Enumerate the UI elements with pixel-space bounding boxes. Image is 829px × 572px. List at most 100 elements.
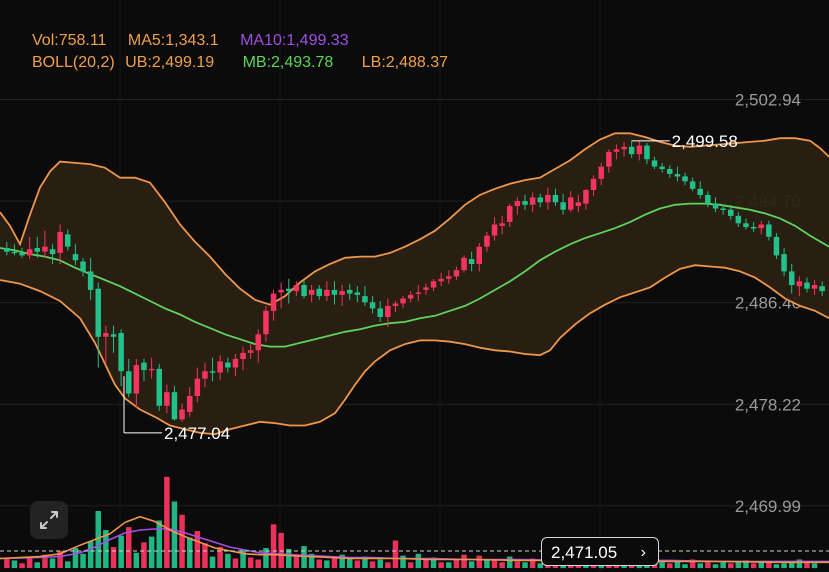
volume-bar (324, 560, 330, 568)
candle-body (278, 289, 284, 293)
volume-bar (19, 563, 25, 569)
volume-bar (491, 560, 498, 568)
volume-bar (461, 554, 467, 568)
candle-body (750, 227, 757, 229)
volume-bar (651, 564, 658, 568)
candle-body (65, 234, 71, 247)
candle-body (621, 146, 627, 150)
volume-bar (484, 559, 490, 568)
current-price-chip[interactable]: 2,471.05 › (541, 537, 659, 566)
candle-body (468, 259, 475, 264)
expand-button[interactable] (30, 501, 68, 539)
candle-body (217, 361, 223, 373)
candle-body (369, 302, 376, 309)
candle-body (240, 352, 246, 359)
candle-body (392, 303, 399, 306)
volume-bar (316, 559, 322, 568)
volume-bar (789, 562, 795, 568)
candle-body (705, 194, 711, 204)
volume-ma10-line (0, 528, 829, 563)
candle-body (400, 298, 406, 304)
candle-body (95, 288, 101, 337)
candle-body (583, 190, 589, 204)
volume-bar (476, 555, 482, 568)
volume-bar (705, 562, 711, 568)
candle-body (766, 224, 772, 237)
volume-bar (34, 562, 40, 568)
volume-bar (225, 553, 231, 569)
legend-row-1: Vol:758.11 MA5:1,343.1 MA10:1,499.33 (32, 31, 349, 51)
candle-body (110, 334, 117, 337)
current-price-label: 2,471.05 (551, 543, 618, 562)
candle-body (697, 188, 703, 195)
volume-bar (743, 560, 749, 568)
candle-body (484, 235, 490, 247)
candle-body (819, 286, 825, 292)
candle-body (57, 231, 63, 253)
volume-bar (171, 501, 178, 568)
volume-bar (781, 563, 787, 569)
candle-body (446, 276, 452, 279)
candle-body (87, 271, 94, 290)
volume-bar (26, 556, 33, 568)
candle-body (598, 166, 604, 179)
annotation-high-label: 2,499.58 (672, 132, 738, 151)
volume-bar (499, 562, 505, 568)
candle-body (537, 197, 543, 203)
volume-bar (87, 541, 94, 568)
candle-body (80, 261, 86, 272)
candle-body (194, 378, 201, 396)
candle-body (499, 223, 505, 226)
candle-body (293, 285, 300, 292)
volume-bar (735, 562, 742, 568)
candle-body (552, 194, 559, 203)
volume-bar (354, 560, 361, 568)
volume-bar (240, 550, 246, 568)
volume-bar (507, 556, 513, 568)
candle-body (377, 308, 383, 317)
volume-bar (407, 562, 414, 568)
volume-bar (103, 530, 109, 568)
candle-body (522, 201, 528, 205)
volume-bar (247, 557, 254, 568)
candle-body (133, 365, 140, 394)
volume-bar (141, 542, 147, 568)
volume-bar (667, 563, 673, 569)
volume-bar (537, 563, 543, 569)
candle-body (689, 181, 696, 189)
volume-bar (194, 531, 201, 568)
volume-bar (164, 476, 170, 568)
candle-body (316, 288, 322, 297)
volume-bar (49, 558, 56, 568)
candle-body (164, 392, 170, 406)
volume-bar (392, 540, 399, 568)
expand-arrows-icon (40, 511, 58, 529)
candle-body (156, 368, 162, 406)
candle-body (354, 292, 361, 295)
volume-bar (148, 536, 155, 568)
volume-bar (682, 564, 688, 568)
candle-body (773, 236, 780, 256)
volume-bar (522, 562, 528, 568)
volume-bar (347, 557, 353, 568)
candle-body (331, 289, 338, 295)
volume-bar (400, 555, 406, 568)
candle-body (11, 251, 18, 254)
volume-bar (4, 558, 10, 568)
volume-bar (720, 561, 726, 568)
volume-bar (217, 547, 223, 568)
candle-body (796, 281, 803, 287)
candle-body (415, 292, 422, 294)
volume-bar (446, 562, 452, 568)
candle-body (362, 296, 368, 303)
candle-body (789, 271, 795, 285)
volume-bar (728, 563, 734, 569)
candle-body (758, 224, 764, 229)
candle-body (659, 166, 665, 170)
candle-body (4, 248, 10, 252)
volume-bar (362, 556, 368, 568)
candle-body (179, 409, 185, 420)
chevron-right-icon: › (640, 544, 646, 561)
